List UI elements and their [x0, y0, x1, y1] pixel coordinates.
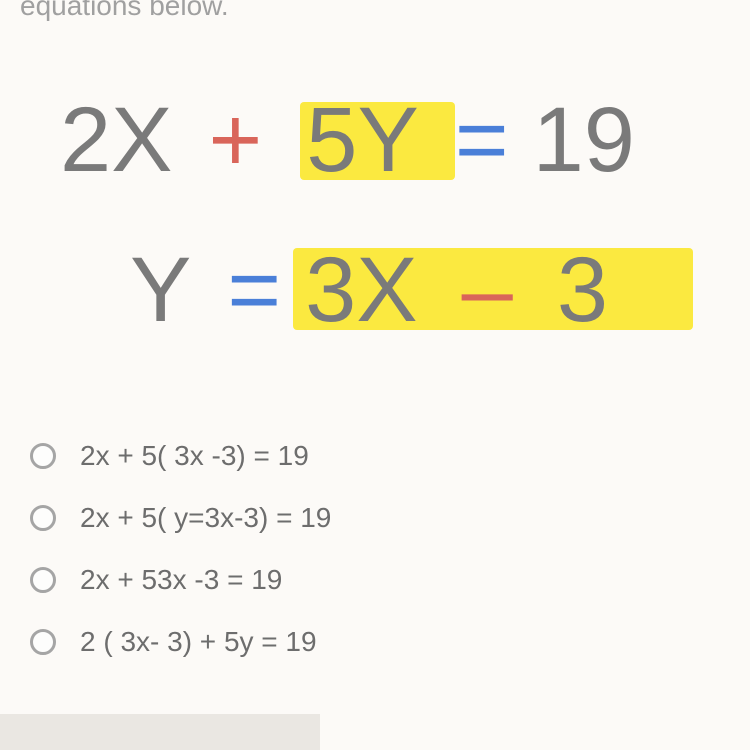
radio-icon[interactable]: [30, 443, 56, 469]
highlight-3x-minus-3: 3 X – 3: [305, 244, 608, 336]
eq1-val-19: 19: [533, 94, 635, 186]
options-container: 2x + 5( 3x -3) = 19 2x + 5( y=3x-3) = 19…: [0, 430, 750, 658]
eq2-minus: –: [462, 244, 513, 336]
eq2-coef-3: 3: [305, 244, 356, 336]
option-text-3: 2x + 53x -3 = 19: [80, 564, 282, 596]
radio-icon[interactable]: [30, 567, 56, 593]
eq1-var-y: Y: [357, 94, 418, 186]
equation-1: 2 X + 5 Y = 19: [40, 90, 710, 190]
option-text-2: 2x + 5( y=3x-3) = 19: [80, 502, 331, 534]
option-row-2[interactable]: 2x + 5( y=3x-3) = 19: [30, 502, 720, 534]
eq1-coef-5: 5: [306, 94, 357, 186]
eq2-var-x: X: [356, 244, 417, 336]
option-text-4: 2 ( 3x- 3) + 5y = 19: [80, 626, 317, 658]
eq2-val-3: 3: [557, 244, 608, 336]
option-row-4[interactable]: 2 ( 3x- 3) + 5y = 19: [30, 626, 720, 658]
eq2-var-y: Y: [130, 244, 191, 336]
radio-icon[interactable]: [30, 629, 56, 655]
cutoff-header-text: equations below.: [20, 0, 229, 22]
eq1-var-x: X: [111, 94, 172, 186]
eq1-plus: +: [209, 94, 263, 186]
eq1-equals: =: [455, 94, 509, 186]
footer-bar: [0, 714, 320, 750]
radio-icon[interactable]: [30, 505, 56, 531]
eq1-coef-2: 2: [60, 94, 111, 186]
highlight-5y: 5 Y: [306, 94, 419, 186]
option-row-3[interactable]: 2x + 53x -3 = 19: [30, 564, 720, 596]
eq2-equals: =: [227, 244, 281, 336]
option-text-1: 2x + 5( 3x -3) = 19: [80, 440, 309, 472]
option-row-1[interactable]: 2x + 5( 3x -3) = 19: [30, 440, 720, 472]
equations-container: 2 X + 5 Y = 19 Y = 3 X – 3: [0, 0, 750, 430]
equation-2: Y = 3 X – 3: [40, 240, 710, 340]
